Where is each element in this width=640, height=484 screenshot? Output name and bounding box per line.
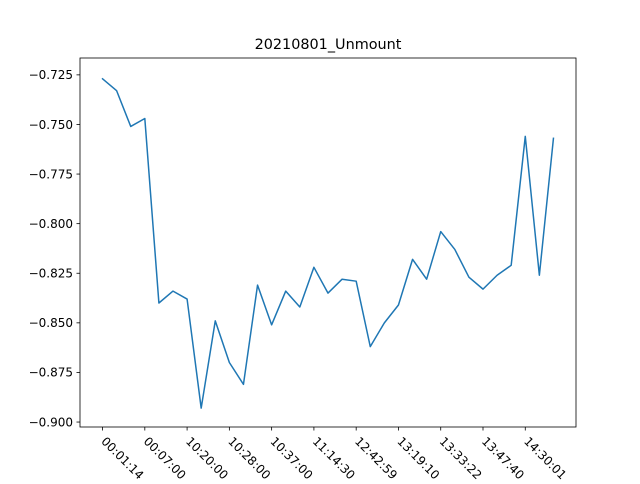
x-tick-label: 00:07:00 [141,434,189,480]
y-tick-label: −0.875 [29,366,73,380]
y-tick-label: −0.725 [29,68,73,82]
y-tick-label: −0.900 [29,415,73,429]
y-tick-label: −0.850 [29,316,73,330]
x-tick-label: 10:37:00 [268,434,316,480]
x-tick-label: 11:14:30 [310,434,358,480]
x-tick-label: 10:28:00 [225,434,273,480]
plot-area [101,77,555,409]
y-tick-label: −0.825 [29,267,73,281]
x-tick-label: 13:47:40 [479,434,527,480]
x-tick-label: 00:01:14 [98,434,146,480]
y-tick-label: −0.775 [29,167,73,181]
x-tick-label: 14:30:01 [521,434,569,480]
x-tick-label: 13:33:22 [437,434,485,480]
y-tick-label: −0.750 [29,118,73,132]
series-line [101,77,555,409]
y-tick-label: −0.800 [29,217,73,231]
x-tick-label: 12:42:59 [352,434,400,480]
x-tick-label: 13:19:10 [394,434,442,480]
axes-frame [79,57,577,428]
x-tick-label: 10:20:00 [183,434,231,480]
chart-title: 20210801_Unmount [255,37,402,53]
axes: −0.725 −0.750 −0.775 −0.800 −0.825 −0.850 −0.8… [29,57,577,482]
